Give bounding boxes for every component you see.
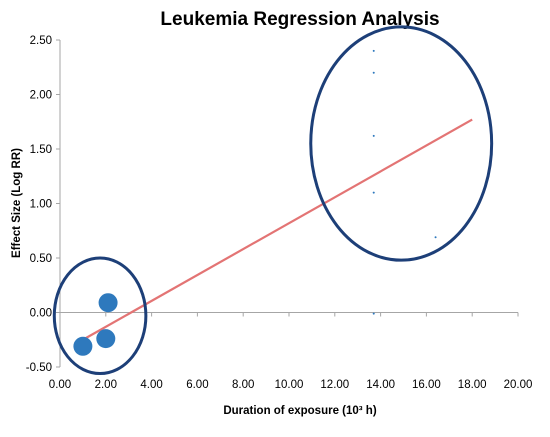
tick-labels: -0.50 0.00 0.50 1.00 1.50 2.00 2.50 0.00 2.00 4.0… xyxy=(26,35,533,391)
data-point-large xyxy=(73,336,93,356)
regression-line xyxy=(82,118,473,341)
cluster-ellipse xyxy=(309,25,494,262)
x-tick-label: 14.00 xyxy=(366,379,395,391)
data-point-large xyxy=(98,293,118,313)
y-tick-label: 2.50 xyxy=(30,35,52,47)
axes xyxy=(56,39,519,368)
y-tick-label: 2.00 xyxy=(30,90,52,102)
y-tick-label: 1.00 xyxy=(30,199,52,211)
y-tick-label: -0.50 xyxy=(26,362,52,374)
x-tick-label: 0.00 xyxy=(49,379,71,391)
y-axis-label: Effect Size (Log RR) xyxy=(11,148,23,258)
x-tick-label: 12.00 xyxy=(320,379,349,391)
annotation-ellipses xyxy=(52,25,494,376)
x-tick-label: 4.00 xyxy=(140,379,162,391)
cluster-ellipse xyxy=(52,256,148,376)
data-point-small xyxy=(434,236,437,239)
y-tick-label: 0.50 xyxy=(30,253,52,265)
data-point-large xyxy=(96,329,116,349)
chart-title: Leukemia Regression Analysis xyxy=(160,9,439,30)
y-tick-label: 0.00 xyxy=(30,308,52,320)
regression-line-group xyxy=(82,118,473,341)
data-point-small xyxy=(372,312,375,315)
data-points xyxy=(73,49,437,356)
x-axis-label: Duration of exposure (10³ h) xyxy=(223,405,377,417)
data-point-small xyxy=(372,134,375,137)
data-point-small xyxy=(372,191,375,194)
x-tick-label: 20.00 xyxy=(504,379,533,391)
y-tick-label: 1.50 xyxy=(30,144,52,156)
x-tick-label: 18.00 xyxy=(458,379,487,391)
x-tick-label: 8.00 xyxy=(232,379,254,391)
data-point-small xyxy=(372,71,375,74)
data-point-small xyxy=(372,49,375,52)
x-tick-label: 2.00 xyxy=(95,379,117,391)
x-tick-label: 10.00 xyxy=(275,379,304,391)
x-tick-label: 16.00 xyxy=(412,379,441,391)
x-tick-label: 6.00 xyxy=(186,379,208,391)
